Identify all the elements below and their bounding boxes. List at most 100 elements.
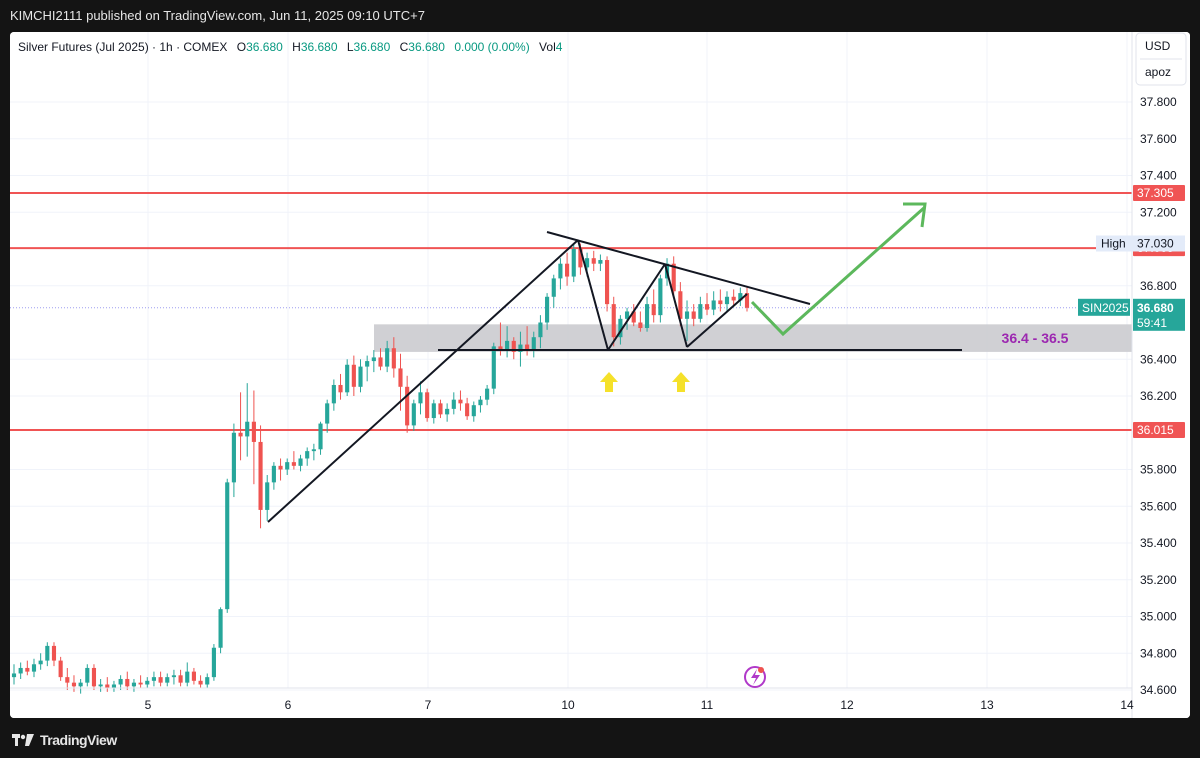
- candle-body: [438, 403, 443, 415]
- candle-body: [691, 311, 696, 319]
- candle-body: [498, 346, 503, 351]
- candle-body: [471, 405, 476, 417]
- candle-body: [285, 462, 290, 470]
- candle-body: [245, 421, 250, 437]
- y-tick-label: 35.400: [1140, 536, 1177, 550]
- candle-body: [391, 348, 396, 369]
- y-tick-label: 34.600: [1140, 683, 1177, 697]
- x-tick-label: 12: [840, 698, 854, 712]
- scale-mode-label: apoz: [1145, 65, 1171, 79]
- candle-body: [538, 322, 543, 338]
- candle-body: [71, 682, 77, 687]
- candle-body: [358, 366, 363, 387]
- high-marker-value: 37.030: [1137, 236, 1174, 250]
- x-tick-label: 11: [701, 698, 714, 712]
- candle-body: [478, 399, 483, 406]
- candle-body: [505, 340, 510, 351]
- candle-body: [531, 337, 536, 351]
- candle-body: [511, 340, 516, 352]
- candle-body: [158, 677, 163, 683]
- candle-body: [265, 482, 270, 510]
- candle-body: [345, 364, 350, 393]
- trend-line: [664, 263, 688, 348]
- candle-body: [338, 384, 343, 393]
- legend-l-label: L: [347, 40, 354, 54]
- candle-body: [591, 258, 596, 264]
- candle-body: [585, 258, 590, 268]
- tradingview-footer: TradingView: [0, 726, 312, 754]
- candlesticks: [11, 243, 750, 694]
- candle-body: [565, 263, 570, 277]
- x-tick-label: 5: [145, 698, 152, 712]
- candle-body: [411, 403, 416, 426]
- legend-l-value: 36.680: [354, 40, 391, 54]
- candle-body: [418, 392, 423, 404]
- candle-body: [425, 392, 430, 419]
- candle-body: [185, 671, 190, 683]
- candle-body: [611, 304, 616, 338]
- candle-body: [65, 677, 70, 683]
- candle-body: [231, 432, 236, 483]
- level-price-label: 37.305: [1137, 186, 1174, 200]
- candle-body: [171, 675, 176, 678]
- symbol-tag-box: [1078, 298, 1130, 316]
- legend-o-label: O: [237, 40, 246, 54]
- candle-body: [458, 399, 463, 404]
- legend: Silver Futures (Jul 2025) · 1h · COMEX O…: [18, 40, 563, 54]
- candle-body: [624, 311, 630, 319]
- candle-body: [18, 667, 23, 674]
- candle-body: [398, 368, 403, 387]
- candle-body: [631, 311, 636, 323]
- candle-body: [571, 249, 576, 277]
- price-axis: 34.600 34.800 35.000 35.200 35.400 35.600 35.8…: [1140, 95, 1177, 697]
- x-tick-label: 6: [285, 698, 292, 712]
- candle-body: [724, 296, 730, 305]
- candle-body: [378, 357, 383, 367]
- candle-body: [151, 677, 157, 681]
- candle-body: [738, 293, 743, 301]
- legend-symbol[interactable]: Silver Futures (Jul 2025) · 1h · COMEX: [18, 40, 227, 54]
- candle-body: [651, 304, 656, 316]
- candle-body: [11, 673, 17, 678]
- tradingview-brand[interactable]: TradingView: [40, 732, 117, 748]
- y-tick-label: 37.400: [1140, 169, 1177, 183]
- candle-body: [305, 451, 310, 459]
- consolidation-zone: 36.4 - 36.5: [374, 324, 1132, 352]
- candle-body: [205, 677, 210, 685]
- candle-body: [325, 403, 330, 424]
- grid-lines: [10, 32, 1132, 691]
- y-tick-label: 35.600: [1140, 499, 1177, 513]
- y-tick-label: 37.800: [1140, 95, 1177, 109]
- legend-vol-value: 4: [556, 40, 563, 54]
- flash-icon[interactable]: [744, 666, 766, 688]
- legend-o-value: 36.680: [246, 40, 283, 54]
- price-chart[interactable]: 36.4 - 36.5 34.600 34.800 35.000 35.200 35.4…: [10, 32, 1190, 718]
- candle-body: [445, 408, 450, 415]
- candle-body: [744, 293, 750, 308]
- candle-body: [191, 671, 196, 681]
- level-price-label-box: [1133, 184, 1185, 201]
- candle-body: [45, 645, 50, 661]
- legend-change: 0.000 (0.00%): [454, 40, 529, 54]
- legend-h-label: H: [292, 40, 301, 54]
- candle-body: [711, 300, 716, 310]
- candle-body: [698, 304, 703, 319]
- y-tick-label: 37.200: [1140, 205, 1177, 219]
- candle-body: [98, 684, 103, 687]
- candle-body: [198, 680, 203, 685]
- y-tick-label: 37.600: [1140, 132, 1177, 146]
- candle-body: [138, 682, 143, 685]
- level-price-label-box: [1133, 421, 1185, 438]
- candle-body: [251, 421, 256, 442]
- candle-body: [118, 678, 123, 685]
- candle-body: [298, 458, 303, 466]
- candle-body: [165, 677, 170, 683]
- up-arrow-icon: [672, 372, 690, 392]
- time-axis: 5 6 7 10 11 12 13 14: [145, 698, 1134, 712]
- legend-c-label: C: [400, 40, 409, 54]
- candle-body: [91, 667, 97, 687]
- candle-body: [258, 441, 263, 510]
- candle-body: [131, 682, 137, 687]
- candle-body: [518, 344, 523, 352]
- last-price-box: [1133, 298, 1185, 331]
